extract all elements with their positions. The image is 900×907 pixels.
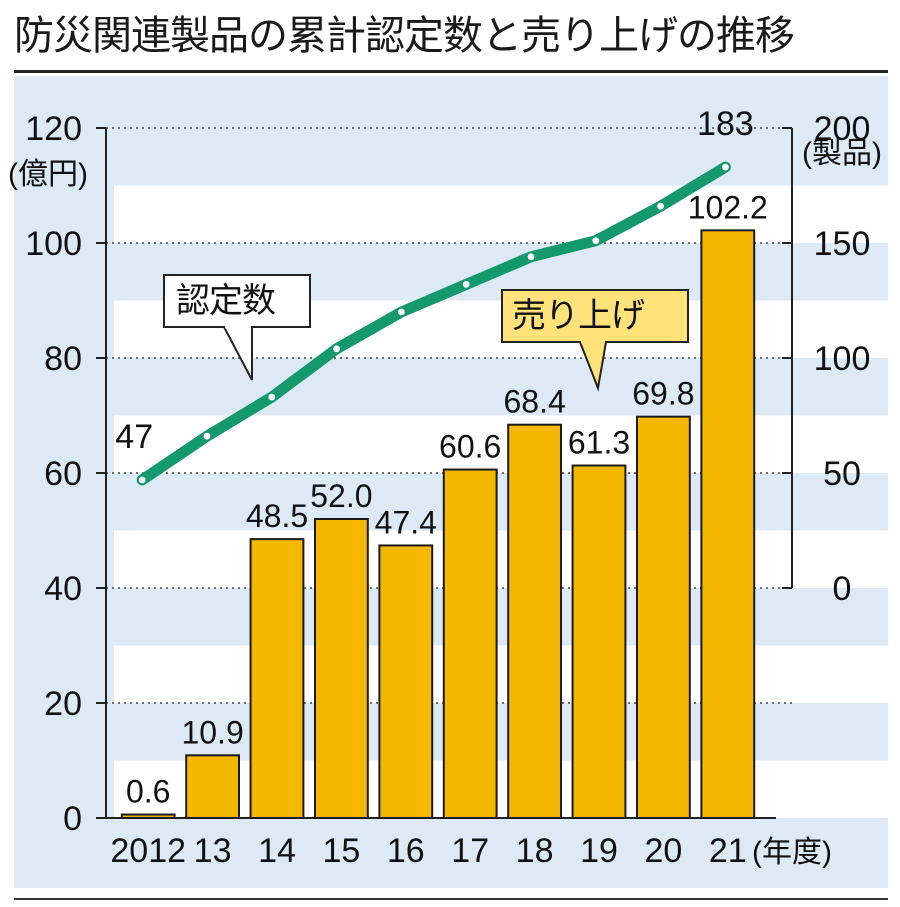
line-path (136, 161, 731, 486)
y-left-tick-label: 80 (44, 340, 82, 378)
grid-band (114, 530, 888, 588)
line-point (138, 476, 146, 484)
y-left-unit-label: (億円) (8, 158, 88, 191)
bar-value-label: 47.4 (375, 504, 437, 540)
y-left-tick-label: 120 (25, 110, 82, 148)
grid-band (114, 760, 888, 818)
bar-value-label: 61.3 (568, 425, 630, 461)
x-tick-label: 2012 (110, 832, 186, 870)
y-left-tick-label: 100 (25, 225, 82, 263)
y-left-tick-label: 60 (44, 455, 82, 493)
line-series-callout: 認定数 (176, 281, 276, 321)
bar-value-label: 48.5 (246, 498, 308, 534)
grid-band (114, 185, 888, 243)
line-point (722, 163, 729, 171)
line-point (527, 253, 535, 261)
bar-callout-box (501, 289, 689, 343)
line-point (398, 308, 405, 316)
bar-value-label: 0.6 (126, 774, 170, 810)
bar (571, 464, 627, 819)
bar-value-label: 69.8 (632, 376, 694, 412)
line-point (333, 345, 340, 353)
y-right-tick-label: 0 (833, 570, 852, 608)
x-tick-label: 19 (580, 832, 618, 870)
x-tick-label: 17 (451, 832, 489, 870)
y-left-tick-label: 20 (44, 685, 82, 723)
bar (378, 544, 434, 819)
y-right-tick-label: 100 (814, 340, 871, 378)
x-tick-label: 15 (322, 832, 360, 870)
y-right-unit-label: (製品) (802, 137, 882, 170)
y-right-tick-label: 50 (823, 455, 861, 493)
line-series (136, 161, 731, 486)
bar (635, 415, 691, 819)
chart-title: 防災関連製品の累計認定数と売り上げの推移 (14, 13, 795, 59)
x-tick-label: 14 (258, 832, 296, 870)
line-value-label: 183 (697, 105, 754, 143)
line-callout-box (163, 274, 311, 328)
line-point (203, 432, 211, 440)
x-tick-label: 13 (194, 832, 232, 870)
bar-value-label: 60.6 (439, 429, 501, 465)
bar-value-label: 68.4 (503, 384, 565, 420)
y-right-tick-label: 200 (814, 110, 871, 148)
bar (120, 813, 176, 819)
bar (249, 538, 305, 819)
line-value-label: 47 (115, 418, 153, 456)
line-point (592, 237, 600, 245)
line-point (268, 393, 276, 401)
bar (185, 754, 241, 820)
bar-value-label: 10.9 (181, 714, 243, 750)
bars (120, 229, 756, 820)
bar-series-callout: 売り上げ (512, 296, 645, 336)
x-unit-label: (年度) (752, 836, 832, 869)
bottom-rule (14, 898, 888, 900)
bar-value-label: 102.2 (688, 189, 768, 225)
line-point (657, 202, 664, 210)
y-left-tick-label: 0 (63, 800, 82, 838)
title-rule (14, 70, 888, 73)
x-tick-label: 18 (516, 832, 554, 870)
bar (313, 518, 369, 819)
y-right-tick-label: 150 (814, 225, 871, 263)
bar (700, 229, 756, 820)
bar-value-label: 52.0 (310, 478, 372, 514)
bar (507, 423, 563, 819)
x-tick-label: 16 (387, 832, 425, 870)
x-tick-label: 20 (644, 832, 682, 870)
y-left-tick-label: 40 (44, 570, 82, 608)
bar (442, 468, 498, 819)
grid-band (114, 415, 888, 473)
x-tick-label: 21 (709, 832, 747, 870)
grid-band (114, 645, 888, 703)
line-point (462, 281, 470, 288)
